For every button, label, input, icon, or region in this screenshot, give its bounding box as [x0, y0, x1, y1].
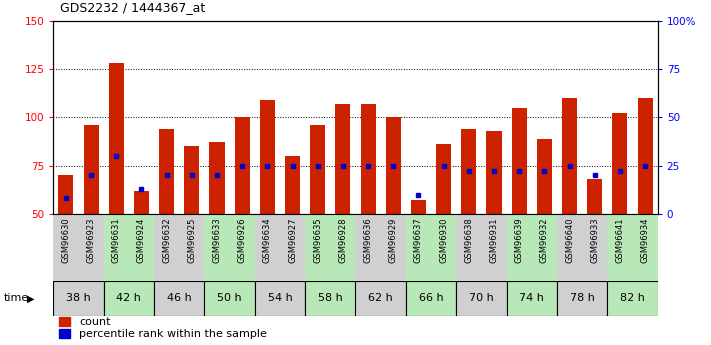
Bar	[406, 214, 456, 283]
Bar	[336, 104, 351, 214]
Text: 42 h: 42 h	[117, 294, 141, 303]
Bar	[638, 98, 653, 214]
Bar	[506, 214, 557, 283]
Text: GSM96638: GSM96638	[464, 217, 474, 263]
Text: GSM96926: GSM96926	[237, 217, 247, 263]
Bar	[305, 214, 356, 283]
Text: GSM96637: GSM96637	[414, 217, 423, 263]
Bar	[512, 108, 527, 214]
Bar	[486, 131, 501, 214]
Text: GSM96923: GSM96923	[87, 217, 95, 263]
Bar	[255, 214, 305, 283]
Text: GSM96636: GSM96636	[363, 217, 373, 263]
Bar	[210, 142, 225, 214]
Bar	[612, 114, 627, 214]
Bar	[456, 281, 506, 316]
Bar	[305, 281, 356, 316]
Text: 82 h: 82 h	[620, 294, 645, 303]
Bar	[184, 146, 199, 214]
Bar	[205, 281, 255, 316]
Bar	[356, 281, 406, 316]
Text: GSM96932: GSM96932	[540, 217, 549, 263]
Text: GSM96639: GSM96639	[515, 217, 524, 263]
Bar	[506, 281, 557, 316]
Text: GSM96632: GSM96632	[162, 217, 171, 263]
Text: GSM96631: GSM96631	[112, 217, 121, 263]
Bar	[58, 175, 73, 214]
Text: 58 h: 58 h	[318, 294, 343, 303]
Text: GSM96641: GSM96641	[616, 217, 624, 263]
Bar	[53, 214, 104, 283]
Text: 46 h: 46 h	[167, 294, 191, 303]
Bar	[285, 156, 300, 214]
Text: GSM96640: GSM96640	[565, 217, 574, 263]
Bar	[159, 129, 174, 214]
Text: GSM96933: GSM96933	[590, 217, 599, 263]
Bar	[255, 281, 305, 316]
Text: GSM96931: GSM96931	[489, 217, 498, 263]
Bar	[557, 214, 607, 283]
Bar	[109, 63, 124, 214]
Bar	[557, 281, 607, 316]
Text: 54 h: 54 h	[267, 294, 292, 303]
Bar	[356, 214, 406, 283]
Bar	[235, 117, 250, 214]
Bar	[461, 129, 476, 214]
Text: time: time	[4, 294, 29, 303]
Bar	[360, 104, 375, 214]
Bar	[607, 214, 658, 283]
Text: 70 h: 70 h	[469, 294, 493, 303]
Bar	[53, 281, 104, 316]
Text: GSM96927: GSM96927	[288, 217, 297, 263]
Text: GSM96925: GSM96925	[187, 217, 196, 263]
Bar	[154, 214, 205, 283]
Bar	[260, 100, 275, 214]
Bar	[537, 139, 552, 214]
Text: 78 h: 78 h	[570, 294, 594, 303]
Text: GSM96634: GSM96634	[263, 217, 272, 263]
Text: GSM96934: GSM96934	[641, 217, 650, 263]
Text: 66 h: 66 h	[419, 294, 444, 303]
Legend: count, percentile rank within the sample: count, percentile rank within the sample	[59, 317, 267, 339]
Text: ▶: ▶	[27, 294, 35, 303]
Text: GSM96928: GSM96928	[338, 217, 348, 263]
Bar	[134, 191, 149, 214]
Bar	[587, 179, 602, 214]
Bar	[607, 281, 658, 316]
Text: 50 h: 50 h	[218, 294, 242, 303]
Text: GSM96930: GSM96930	[439, 217, 448, 263]
Text: 38 h: 38 h	[66, 294, 91, 303]
Text: 62 h: 62 h	[368, 294, 393, 303]
Bar	[205, 214, 255, 283]
Text: 74 h: 74 h	[519, 294, 544, 303]
Bar	[385, 117, 401, 214]
Text: GSM96924: GSM96924	[137, 217, 146, 263]
Bar	[411, 200, 426, 214]
Text: GDS2232 / 1444367_at: GDS2232 / 1444367_at	[60, 1, 205, 14]
Bar	[562, 98, 577, 214]
Bar	[406, 281, 456, 316]
Bar	[436, 144, 451, 214]
Text: GSM96633: GSM96633	[213, 217, 222, 263]
Text: GSM96929: GSM96929	[389, 217, 397, 263]
Bar	[310, 125, 325, 214]
Bar	[104, 281, 154, 316]
Bar	[84, 125, 99, 214]
Bar	[154, 281, 205, 316]
Bar	[104, 214, 154, 283]
Bar	[456, 214, 506, 283]
Text: GSM96630: GSM96630	[61, 217, 70, 263]
Text: GSM96635: GSM96635	[314, 217, 322, 263]
